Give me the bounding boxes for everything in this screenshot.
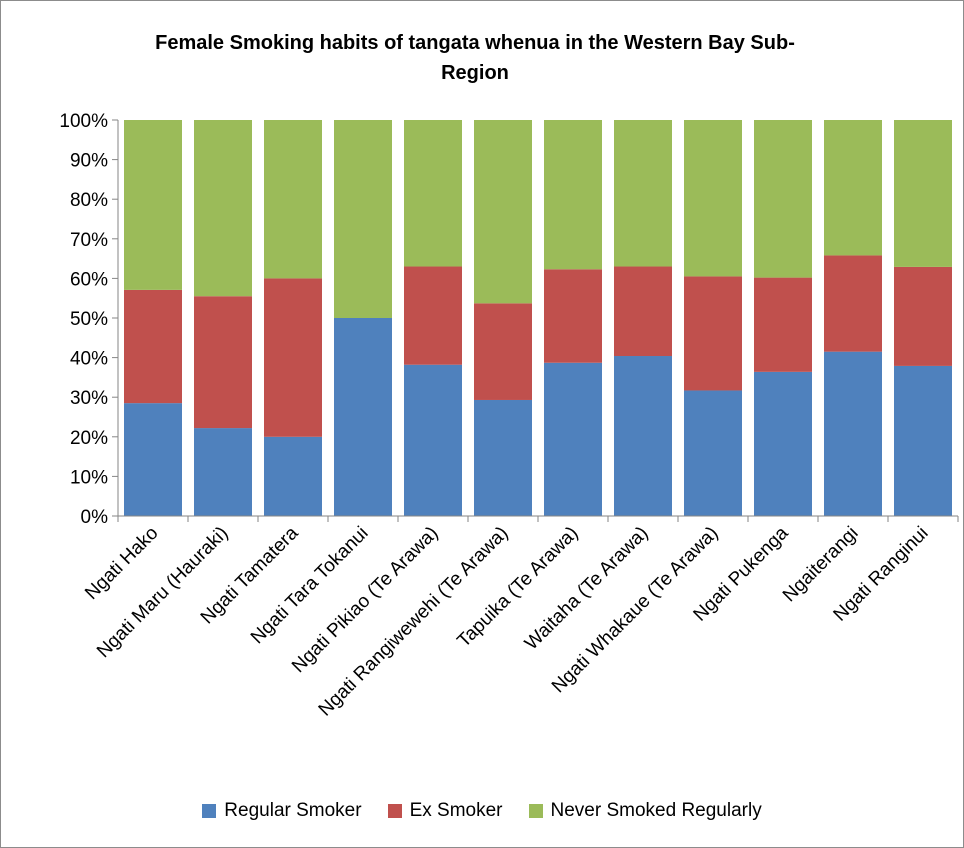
bar-segment xyxy=(544,269,602,363)
y-tick-label: 50% xyxy=(70,309,108,330)
bar-segment xyxy=(754,120,812,278)
bar-segment xyxy=(894,120,952,267)
legend-item-regular-smoker: Regular Smoker xyxy=(202,800,362,822)
y-tick-label: 0% xyxy=(81,507,109,528)
y-tick-label: 60% xyxy=(70,269,108,290)
legend-item-never-smoked: Never Smoked Regularly xyxy=(528,800,762,822)
legend-label-ex-smoker: Ex Smoker xyxy=(409,800,503,821)
x-tick-label: Waitaha (Te Arawa) xyxy=(521,523,653,655)
x-tick-label: Ngati Tara Tokanui xyxy=(247,523,373,649)
y-tick-label: 10% xyxy=(70,467,108,488)
legend-swatch-ex-smoker xyxy=(387,804,402,818)
bar-segment xyxy=(124,120,182,290)
bar-segment xyxy=(684,120,742,277)
y-tick-label: 30% xyxy=(70,388,108,409)
bar-segment xyxy=(474,120,532,304)
bar-group xyxy=(124,120,952,516)
bar-segment xyxy=(404,120,462,267)
bar-segment xyxy=(264,436,322,516)
bar-segment xyxy=(754,371,812,516)
bar-segment xyxy=(614,356,672,516)
bar-segment xyxy=(124,289,182,404)
y-tick-label: 70% xyxy=(70,230,108,251)
bar-segment xyxy=(334,318,392,516)
bar-segment xyxy=(474,303,532,400)
bar-segment xyxy=(334,120,392,318)
bar-segment xyxy=(684,276,742,391)
y-tick-label: 100% xyxy=(59,111,108,132)
bar-segment xyxy=(754,277,812,372)
bar-segment xyxy=(824,255,882,352)
bar-segment xyxy=(194,428,252,516)
legend-swatch-never-smoked xyxy=(528,804,543,818)
x-tick-label: Ngati Maru (Hauraki) xyxy=(93,523,233,663)
bar-segment xyxy=(194,120,252,297)
bar-segment xyxy=(544,362,602,516)
bar-segment xyxy=(264,278,322,437)
legend-item-ex-smoker: Ex Smoker xyxy=(387,800,503,822)
y-tick-label: 90% xyxy=(70,151,108,172)
bar-segment xyxy=(194,296,252,429)
bar-segment xyxy=(474,399,532,516)
chart-title: Female Smoking habits of tangata whenua … xyxy=(155,32,795,84)
bar-segment xyxy=(404,364,462,516)
legend-swatch-regular-smoker xyxy=(202,804,217,818)
bar-segment xyxy=(894,365,952,516)
bar-segment xyxy=(824,120,882,256)
bar-segment xyxy=(894,266,952,366)
axes xyxy=(112,119,959,522)
bar-segment xyxy=(614,120,672,267)
y-tick-label: 20% xyxy=(70,428,108,449)
y-tick-label: 40% xyxy=(70,349,108,370)
bar-segment xyxy=(544,120,602,270)
legend-label-regular-smoker: Regular Smoker xyxy=(224,800,362,821)
y-tick-labels: 0% 10% 20% 30% 40% 50% 60% 70% 80% 90% 100% xyxy=(59,111,108,528)
bar-segment xyxy=(404,266,462,365)
bar-segment xyxy=(124,403,182,516)
bar-segment xyxy=(614,266,672,357)
y-tick-label: 80% xyxy=(70,190,108,211)
bar-segment xyxy=(684,390,742,516)
legend-label-never-smoked: Never Smoked Regularly xyxy=(550,800,762,821)
bar-segment xyxy=(824,351,882,516)
bar-segment xyxy=(264,120,322,279)
legend: Regular Smoker Ex Smoker Never Smoked Re… xyxy=(0,800,964,822)
x-tick-label: Tapuika (Te Arawa) xyxy=(453,523,582,652)
